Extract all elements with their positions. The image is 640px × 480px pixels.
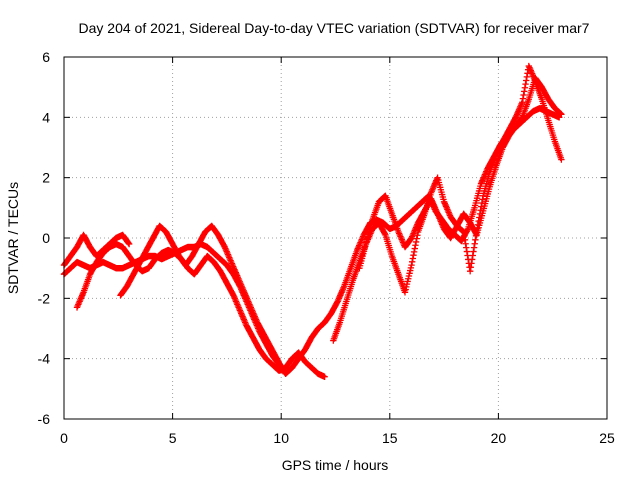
y-tick-label: 6 bbox=[42, 49, 50, 65]
data-point bbox=[461, 236, 469, 244]
data-point bbox=[558, 111, 565, 118]
x-axis-label: GPS time / hours bbox=[282, 457, 389, 473]
data-point bbox=[411, 245, 418, 252]
x-tick-label: 15 bbox=[382, 430, 398, 446]
x-tick-label: 5 bbox=[169, 430, 177, 446]
data-point bbox=[520, 91, 527, 99]
data-point bbox=[469, 252, 476, 259]
data-point bbox=[460, 228, 467, 236]
data-point bbox=[521, 84, 529, 91]
data-point bbox=[461, 232, 468, 240]
data-point bbox=[470, 248, 477, 255]
data-point bbox=[522, 80, 529, 88]
data-point bbox=[558, 156, 565, 163]
data-point bbox=[523, 77, 530, 84]
data-point bbox=[471, 240, 478, 247]
y-tick-label: 0 bbox=[42, 230, 50, 246]
y-tick-label: -4 bbox=[38, 351, 51, 367]
data-point bbox=[521, 88, 528, 95]
y-tick-label: -6 bbox=[38, 411, 51, 427]
data-point bbox=[410, 251, 417, 259]
x-tick-label: 10 bbox=[273, 430, 289, 446]
axis-ticks: 0 5 10 15 20 25 -6 -4 -2 0 2 4 6 bbox=[38, 49, 615, 446]
series-track-c bbox=[117, 222, 287, 374]
series-track-d bbox=[60, 231, 133, 269]
data-point bbox=[408, 261, 415, 269]
x-tick-label: 0 bbox=[60, 430, 68, 446]
data-point bbox=[280, 367, 287, 374]
data-point bbox=[463, 244, 470, 251]
data-point bbox=[468, 260, 475, 267]
y-tick-label: 4 bbox=[42, 109, 50, 125]
y-tick-label: -2 bbox=[38, 290, 51, 306]
data-point bbox=[125, 240, 133, 248]
data-point bbox=[466, 267, 474, 275]
data-point bbox=[519, 95, 527, 102]
data-point bbox=[472, 236, 479, 244]
data-point bbox=[381, 230, 389, 237]
data-point bbox=[472, 230, 480, 237]
y-axis-label: SDTVAR / TECUs bbox=[5, 182, 21, 294]
data-point bbox=[279, 366, 286, 373]
data-point bbox=[470, 244, 478, 251]
series-track-a bbox=[60, 105, 563, 377]
data-point bbox=[467, 264, 475, 271]
series-track-f bbox=[356, 74, 565, 272]
x-tick-label: 20 bbox=[491, 430, 507, 446]
data-point bbox=[462, 240, 469, 247]
y-tick-label: 2 bbox=[42, 170, 50, 186]
data-point bbox=[468, 256, 476, 263]
x-tick-label: 25 bbox=[599, 430, 615, 446]
data-point bbox=[410, 248, 418, 256]
data-point bbox=[412, 238, 420, 246]
chart-title: Day 204 of 2021, Sidereal Day-to-day VTE… bbox=[79, 20, 590, 36]
data-point bbox=[412, 242, 419, 249]
data-point bbox=[125, 239, 132, 247]
data-point bbox=[408, 258, 416, 266]
data-points bbox=[60, 62, 565, 380]
data-point bbox=[321, 373, 328, 380]
data-point bbox=[463, 248, 471, 255]
data-point bbox=[523, 73, 531, 81]
data-point bbox=[409, 255, 417, 262]
